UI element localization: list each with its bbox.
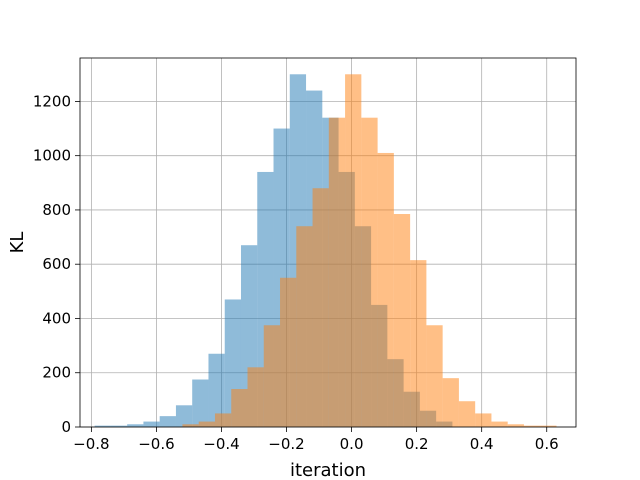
- y-tick-label: 1000: [33, 147, 71, 165]
- histogram-bar-series-2: [361, 117, 378, 428]
- x-tick-label: −0.2: [268, 435, 304, 453]
- histogram-bar-series-2: [475, 413, 492, 427]
- histogram-bar-series-1: [159, 416, 176, 427]
- histogram-bar-series-2: [214, 413, 232, 427]
- x-tick-label: 0.0: [340, 435, 364, 453]
- y-tick-label: 0: [61, 418, 71, 436]
- y-tick-label: 600: [42, 255, 71, 273]
- x-tick-label: 0.6: [535, 435, 559, 453]
- histogram-bar-series-2: [231, 389, 248, 427]
- y-tick-label: 800: [42, 201, 71, 219]
- histogram-bar-series-1: [127, 424, 144, 427]
- x-tick-label: −0.6: [138, 435, 174, 453]
- y-tick-label: 400: [42, 309, 71, 327]
- histogram-bar-series-2: [507, 424, 524, 427]
- histogram-bar-series-2: [328, 117, 346, 428]
- histogram-bar-series-2: [523, 425, 541, 427]
- histogram-bar-series-2: [312, 188, 329, 427]
- histogram-bar-series-2: [296, 226, 313, 427]
- x-tick-label: −0.8: [73, 435, 109, 453]
- histogram-bar-series-2: [410, 260, 427, 427]
- x-axis-label: iteration: [290, 460, 366, 480]
- plot-frame: [79, 57, 577, 428]
- histogram-bar-series-1: [110, 425, 128, 427]
- x-tick-label: −0.4: [203, 435, 239, 453]
- y-tick-label: 1200: [33, 92, 71, 110]
- axis-ticks: −0.8 −0.6 −0.4 −0.2 0.0 0.2 0.4 0.6 0 200 400 600 80…: [33, 92, 559, 453]
- histogram-bar-series-1: [175, 405, 193, 427]
- histogram-bar-series-2: [393, 214, 411, 427]
- histogram-bar-series-2: [182, 424, 199, 427]
- histogram-bar-series-2: [198, 421, 215, 427]
- histogram-bars: [94, 74, 557, 428]
- histogram-bar-series-1: [192, 379, 209, 427]
- histogram-bar-series-2: [263, 325, 281, 427]
- histogram-bar-series-2: [280, 277, 297, 427]
- histogram-bar-series-2: [247, 367, 264, 427]
- histogram-bar-series-2: [442, 378, 459, 427]
- histogram-bar-series-2: [491, 421, 508, 427]
- histogram-bar-series-2: [377, 152, 394, 427]
- histogram-bar-series-1: [208, 353, 225, 427]
- x-tick-label: 0.2: [405, 435, 429, 453]
- y-axis-label: KL: [7, 232, 28, 254]
- histogram-bar-series-2: [426, 325, 443, 427]
- histogram-bar-series-1: [94, 425, 111, 427]
- histogram-bar-series-2: [540, 425, 557, 427]
- histogram-bar-series-2: [345, 74, 362, 427]
- histogram-bar-series-1: [143, 421, 160, 427]
- y-tick-label: 200: [42, 364, 71, 382]
- x-tick-label: 0.4: [470, 435, 494, 453]
- histogram-bar-series-2: [458, 401, 476, 427]
